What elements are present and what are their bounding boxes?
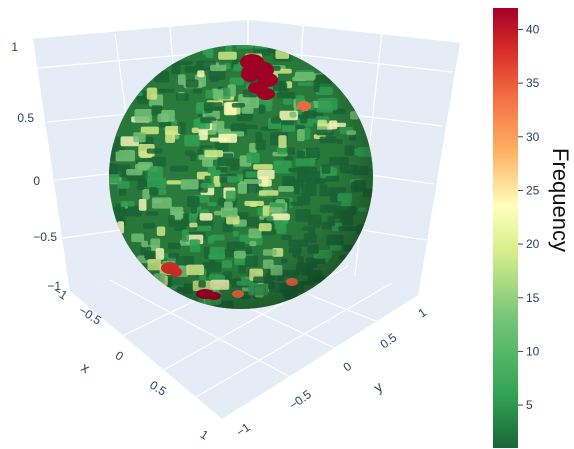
colorbar-tick-label: 25: [526, 183, 540, 197]
scene-edge: [32, 18, 461, 43]
z-axis: 1 0.5 0 −0.5 −1: [11, 40, 61, 293]
y-tick-label: −0.5: [287, 387, 315, 412]
colorbar-tick-label: 35: [526, 76, 540, 90]
z-tick-label: −1: [47, 279, 61, 293]
colorbar-tick-label: 30: [526, 130, 540, 144]
colorbar-tick-label: 10: [526, 344, 540, 358]
y-tick-label: −1: [234, 420, 254, 440]
z-tick-label: 0.5: [17, 111, 34, 125]
colorbar-gradient: [493, 8, 518, 448]
y-tick-label: 1: [416, 305, 430, 320]
x-tick-label: 1: [198, 427, 211, 443]
gridline: [109, 279, 291, 378]
colorbar-title: Frequency: [548, 148, 573, 252]
x-tick-label: −1: [51, 283, 70, 302]
x-tick-label: 0: [113, 348, 126, 364]
colorbar-tick-label: 40: [526, 22, 540, 36]
y-axis-title: y: [370, 378, 385, 395]
y-tick-label: 0.5: [378, 330, 400, 351]
scene-edge: [69, 291, 419, 421]
colorbar-tick-label: 15: [526, 291, 540, 305]
z-tick-label: 0: [33, 174, 40, 188]
gridline: [195, 282, 393, 398]
y-tick-label: 0: [341, 359, 355, 374]
colorbar-tick-label: 5: [526, 398, 533, 412]
x-tick-label: 0.5: [147, 378, 169, 399]
sphere-shading: [109, 45, 373, 309]
sphere-surface: [109, 45, 373, 309]
floor-plane: [70, 240, 418, 420]
colorbar-tick-label: 20: [526, 237, 540, 251]
colorbar: 5 10 15 20 25 30 35 40 Frequency: [493, 8, 573, 448]
x-axis-title: x: [78, 359, 92, 376]
z-tick-label: 1: [11, 40, 18, 54]
z-tick-label: −0.5: [33, 230, 57, 244]
